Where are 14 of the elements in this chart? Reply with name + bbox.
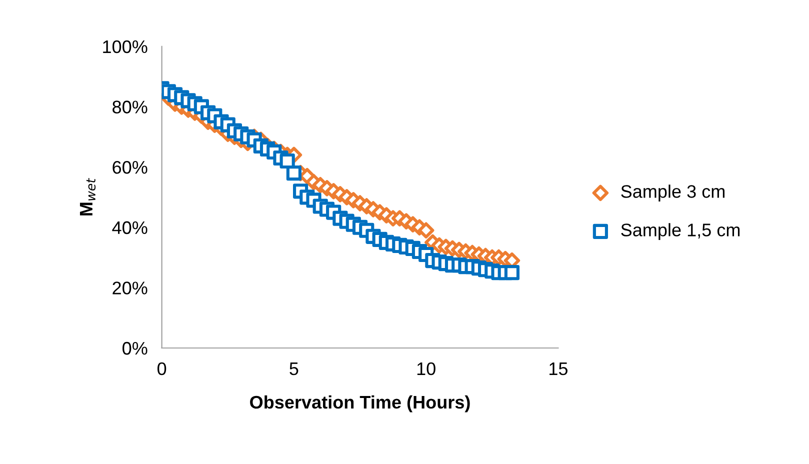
x-tick-label: 10	[417, 362, 436, 376]
x-tick-label: 0	[157, 362, 166, 376]
legend-label: Sample 1,5 cm	[621, 223, 740, 240]
y-tick-label: 60%	[112, 160, 148, 174]
x-axis-title: Observation Time (Hours)	[250, 395, 470, 412]
y-tick-label: 20%	[112, 282, 148, 294]
x-tick-label: 15	[550, 362, 568, 376]
y-tick-label: 0%	[122, 342, 148, 355]
legend-label: Sample 3 cm	[621, 184, 724, 202]
x-tick-label: 5	[290, 362, 298, 376]
y-tick-label: 40%	[112, 221, 148, 234]
y-tick-label: 80%	[112, 100, 148, 114]
y-tick-label: 100%	[103, 40, 148, 54]
y-axis-title: M$_{wet}$	[80, 178, 96, 216]
